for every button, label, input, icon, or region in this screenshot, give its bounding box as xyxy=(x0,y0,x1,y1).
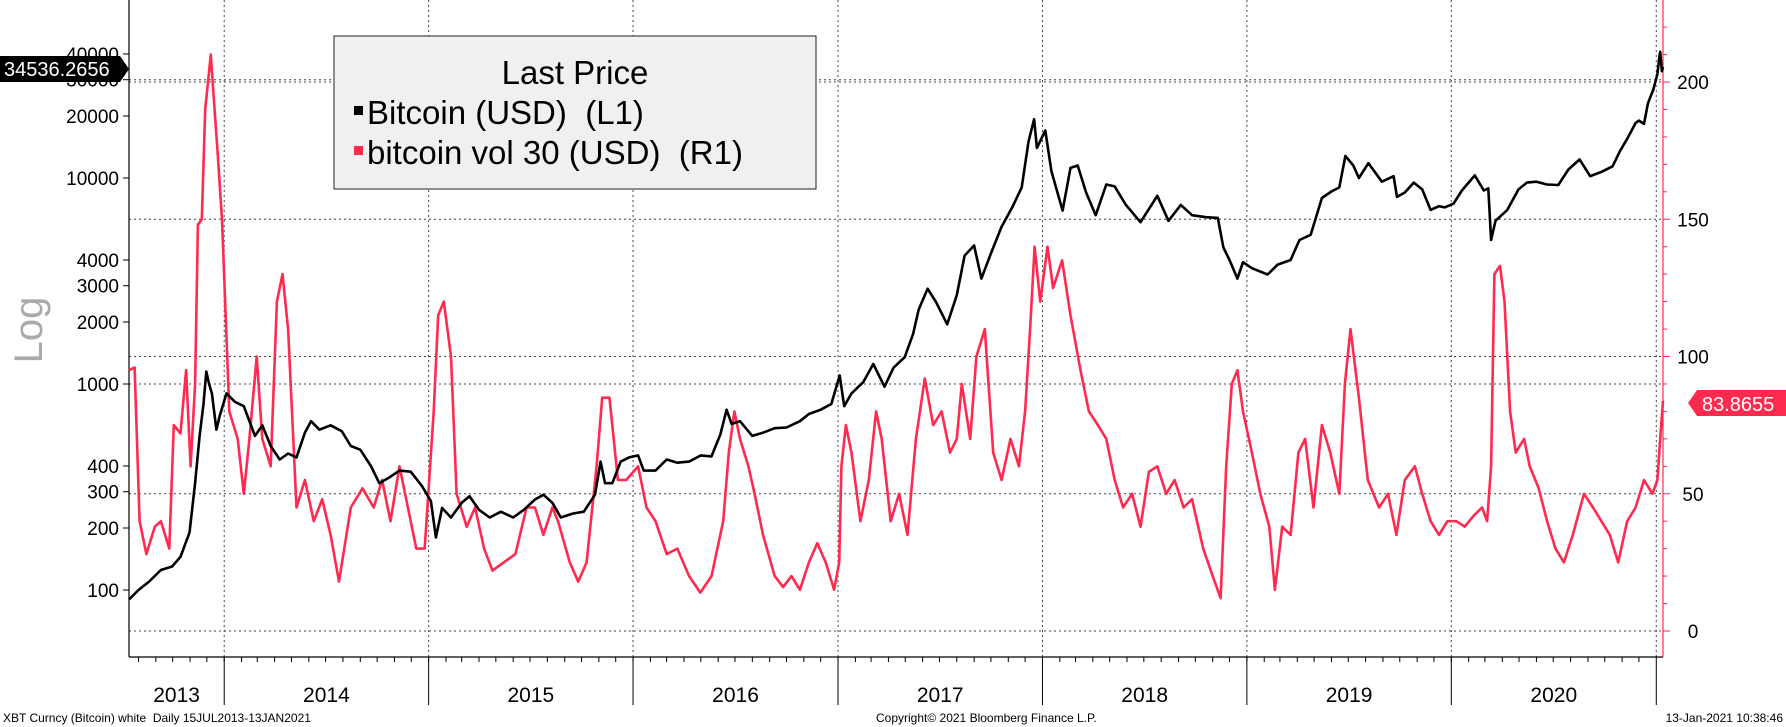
right-badge-value: 83.8655 xyxy=(1702,394,1774,416)
legend: Last Price Bitcoin (USD) (L1) bitcoin vo… xyxy=(333,35,817,190)
left-tick-label-4000: 4000 xyxy=(77,251,119,272)
left-tick-label-100: 100 xyxy=(87,581,119,602)
legend-box xyxy=(333,35,817,190)
year-label-2013: 2013 xyxy=(153,684,200,707)
bitcoin-vol-line xyxy=(128,53,1665,600)
right-tick-label-200: 200 xyxy=(1677,73,1709,94)
footer-center: Copyright© 2021 Bloomberg Finance L.P. xyxy=(876,711,1097,725)
left-tick-label-20000: 20000 xyxy=(66,107,119,128)
bitcoin-price-line xyxy=(128,50,1665,601)
right-badge-shape xyxy=(1688,390,1786,416)
legend-label-bitcoin: Bitcoin (USD) (L1) xyxy=(367,94,644,131)
left-tick-label-400: 400 xyxy=(87,457,119,478)
right-last-value-badge: 83.8655 xyxy=(1688,390,1786,416)
left-tick-label-3000: 3000 xyxy=(77,277,119,298)
legend-label-vol: bitcoin vol 30 (USD) (R1) xyxy=(367,134,743,171)
left-axis-ticks: 1002003004001000200030004000100002000030… xyxy=(66,45,129,602)
left-tick-label-1000: 1000 xyxy=(77,375,119,396)
year-label-2014: 2014 xyxy=(303,684,350,707)
year-label-2020: 2020 xyxy=(1530,684,1577,707)
legend-title: Last Price xyxy=(502,54,649,91)
left-tick-label-300: 300 xyxy=(87,483,119,504)
legend-swatch-vol xyxy=(354,146,363,155)
scale-label: Log xyxy=(7,297,51,364)
year-labels: 2013 2014 2015 2016 2017 2018 2019 2020 xyxy=(153,684,1577,707)
left-badge-shape xyxy=(0,56,129,82)
year-label-2015: 2015 xyxy=(507,684,554,707)
footer-right: 13-Jan-2021 10:38:46 xyxy=(1666,711,1784,725)
right-tick-label-0: 0 xyxy=(1688,622,1699,643)
year-label-2016: 2016 xyxy=(712,684,759,707)
footer-left: XBT Curncy (Bitcoin) white Daily 15JUL20… xyxy=(3,711,311,725)
right-axis-ticks: 0 50 100 150 200 xyxy=(1663,26,1709,643)
left-last-value-badge: 34536.2656 xyxy=(0,56,129,82)
year-label-2018: 2018 xyxy=(1121,684,1168,707)
year-dividers xyxy=(138,0,1657,705)
right-tick-label-150: 150 xyxy=(1677,210,1709,231)
left-badge-value: 34536.2656 xyxy=(4,59,110,81)
year-label-2017: 2017 xyxy=(917,684,964,707)
left-tick-label-2000: 2000 xyxy=(77,313,119,334)
year-label-2019: 2019 xyxy=(1326,684,1373,707)
left-tick-label-200: 200 xyxy=(87,519,119,540)
left-tick-label-10000: 10000 xyxy=(66,169,119,190)
series-layer xyxy=(128,50,1665,601)
right-tick-label-50: 50 xyxy=(1682,485,1703,506)
legend-swatch-bitcoin xyxy=(354,106,363,115)
right-tick-label-100: 100 xyxy=(1677,348,1709,369)
